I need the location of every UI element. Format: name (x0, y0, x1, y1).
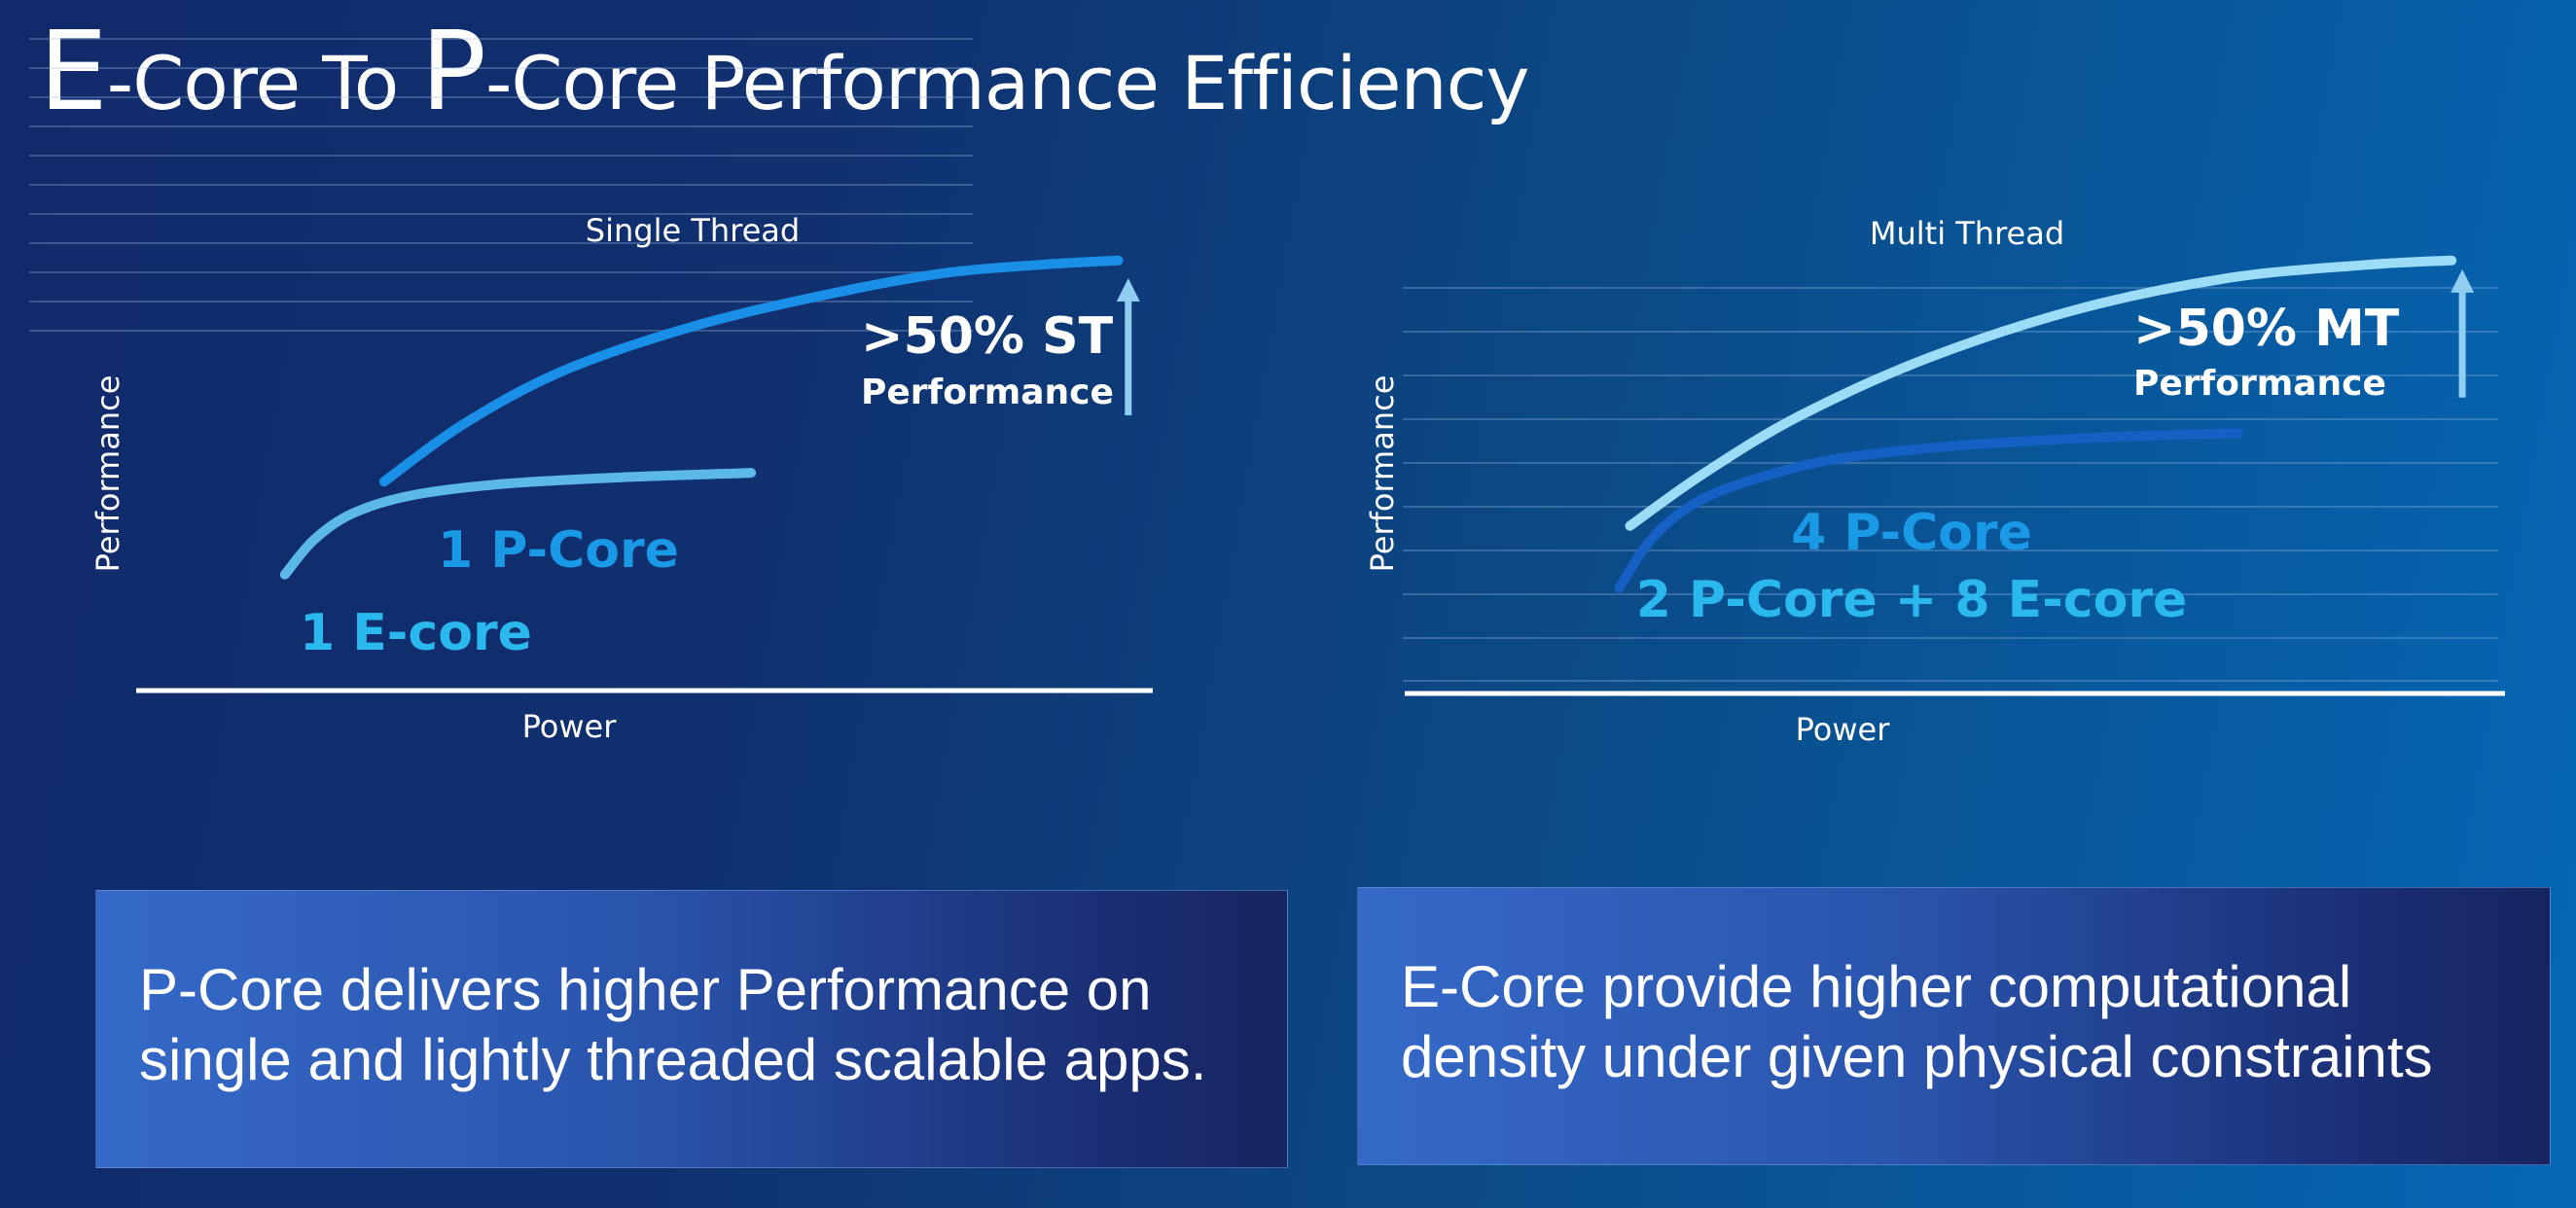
callout-e-core: E-Core provide higher computational dens… (1357, 887, 2551, 1165)
title-part-2: -Core Performance Efficiency (484, 40, 1529, 126)
single-thread-gain-value: >50% ST (861, 307, 1114, 366)
single-thread-gain-label: Performance (861, 373, 1114, 412)
single-thread-chart: Single Thread Performance Power >50% ST … (29, 38, 1153, 745)
series-label-1-p-core: 1 P-Core (438, 521, 679, 580)
single-thread-arrow-head-icon (1116, 277, 1140, 302)
callout-p-core-line-1: P-Core delivers higher Performance on (139, 957, 1152, 1022)
multi-thread-title: Multi Thread (1870, 215, 2064, 252)
multi-thread-series (1614, 255, 2457, 593)
single-thread-series (279, 255, 1124, 580)
single-thread-xlabel: Power (522, 708, 618, 745)
multi-thread-chart: Multi Thread Performance Power >50% MT P… (1364, 215, 2505, 748)
series-label-2-p-core-8-e-core: 2 P-Core + 8 E-core (1636, 571, 2188, 629)
multi-thread-arrow-head-icon (2451, 268, 2475, 293)
multi-thread-arrow (2451, 268, 2475, 398)
series-line-4-p-core (1614, 428, 2243, 593)
single-thread-title: Single Thread (586, 212, 800, 249)
series-line-1-p-core (378, 255, 1124, 487)
multi-thread-xlabel: Power (1796, 711, 1891, 748)
series-label-4-p-core: 4 P-Core (1791, 504, 2032, 562)
multi-thread-ylabel: Performance (1364, 375, 1401, 573)
multi-thread-gain-value: >50% MT (2133, 300, 2400, 358)
series-label-1-e-core: 1 E-core (300, 604, 532, 662)
callout-p-core-line-2: single and lightly threaded scalable app… (139, 1027, 1207, 1092)
multi-thread-grid (1403, 287, 2498, 682)
title-p-letter: P (420, 9, 486, 135)
title-part-1: -Core To (106, 40, 421, 126)
single-thread-arrow (1116, 277, 1140, 415)
series-line-2-p-core-8-e-core (1625, 255, 2457, 531)
multi-thread-gain-label: Performance (2133, 364, 2386, 404)
page-title: E-Core To P-Core Performance Efficiency (39, 18, 1529, 126)
callout-e-core-line-2: density under given physical constraints (1401, 1024, 2433, 1089)
callout-e-core-line-1: E-Core provide higher computational (1401, 954, 2352, 1019)
callout-p-core: P-Core delivers higher Performance on si… (95, 890, 1288, 1168)
title-e-letter: E (39, 9, 108, 135)
single-thread-ylabel: Performance (89, 375, 126, 573)
series-line-1-e-core (279, 468, 757, 580)
single-thread-grid (29, 38, 973, 332)
